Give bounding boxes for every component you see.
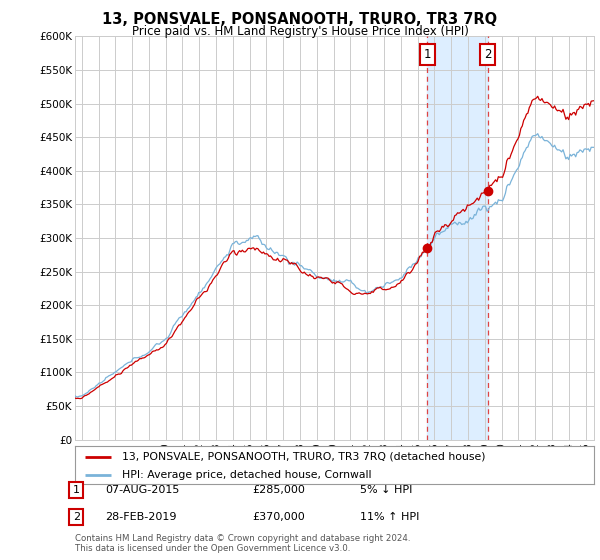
- Text: 2: 2: [484, 48, 491, 61]
- Text: 1: 1: [424, 48, 431, 61]
- Text: 13, PONSVALE, PONSANOOTH, TRURO, TR3 7RQ (detached house): 13, PONSVALE, PONSANOOTH, TRURO, TR3 7RQ…: [122, 452, 485, 462]
- Text: Price paid vs. HM Land Registry's House Price Index (HPI): Price paid vs. HM Land Registry's House …: [131, 25, 469, 38]
- Text: Contains HM Land Registry data © Crown copyright and database right 2024.
This d: Contains HM Land Registry data © Crown c…: [75, 534, 410, 553]
- Text: 13, PONSVALE, PONSANOOTH, TRURO, TR3 7RQ: 13, PONSVALE, PONSANOOTH, TRURO, TR3 7RQ: [103, 12, 497, 27]
- Text: 07-AUG-2015: 07-AUG-2015: [105, 485, 179, 495]
- Text: 2: 2: [73, 512, 80, 522]
- Bar: [427, 36, 488, 440]
- Text: £370,000: £370,000: [252, 512, 305, 522]
- Text: 11% ↑ HPI: 11% ↑ HPI: [360, 512, 419, 522]
- Text: 5% ↓ HPI: 5% ↓ HPI: [360, 485, 412, 495]
- Text: 1: 1: [73, 485, 80, 495]
- Text: £285,000: £285,000: [252, 485, 305, 495]
- Text: HPI: Average price, detached house, Cornwall: HPI: Average price, detached house, Corn…: [122, 470, 371, 480]
- Text: 28-FEB-2019: 28-FEB-2019: [105, 512, 176, 522]
